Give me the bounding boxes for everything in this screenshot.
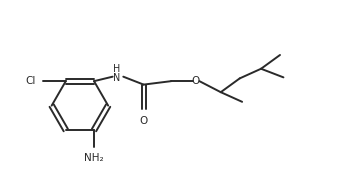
Text: O: O bbox=[139, 116, 148, 126]
Text: Cl: Cl bbox=[25, 76, 36, 86]
Text: N: N bbox=[114, 73, 121, 83]
Text: O: O bbox=[192, 76, 200, 86]
Text: NH₂: NH₂ bbox=[84, 153, 104, 163]
Text: H: H bbox=[114, 64, 121, 74]
